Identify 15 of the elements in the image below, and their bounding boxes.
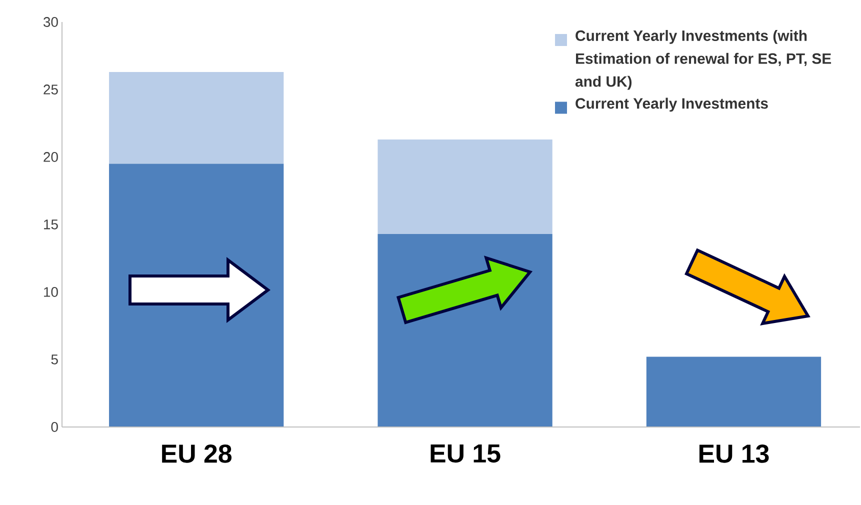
legend-label: Current Yearly Investments (with Estimation of renewal for ES, PT, SE and UK) xyxy=(575,30,832,90)
x-tick-label: EU 28 xyxy=(162,444,232,463)
y-tick-label: 0 xyxy=(51,422,58,432)
y-tick-label: 30 xyxy=(43,17,58,27)
y-tick-label: 15 xyxy=(44,220,58,230)
y-tick-label: 10 xyxy=(44,287,58,297)
y-tick-label: 20 xyxy=(44,152,58,162)
y-tick-label: 5 xyxy=(51,354,58,364)
bar xyxy=(109,72,284,164)
legend-label: Current Yearly Investments xyxy=(576,98,768,112)
bar xyxy=(378,139,552,234)
y-tick-label: 25 xyxy=(44,84,58,94)
x-tick-label: EU 13 xyxy=(699,444,769,463)
x-tick-label: EU 15 xyxy=(430,444,500,463)
bar xyxy=(646,356,822,427)
